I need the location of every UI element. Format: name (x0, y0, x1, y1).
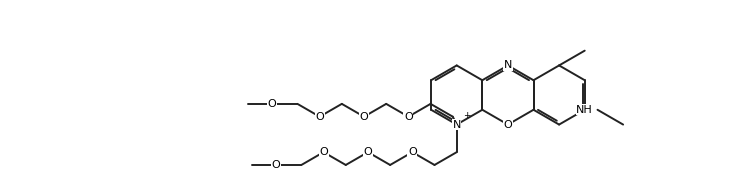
Text: O: O (408, 147, 416, 157)
Text: O: O (319, 147, 328, 157)
Text: O: O (360, 112, 369, 122)
Text: O: O (364, 147, 372, 157)
Text: O: O (315, 112, 324, 122)
Text: N: N (452, 120, 461, 130)
Text: O: O (404, 112, 413, 122)
Text: O: O (271, 160, 280, 170)
Text: O: O (504, 120, 512, 130)
Text: +: + (463, 111, 471, 120)
Text: N: N (504, 60, 512, 70)
Text: NH: NH (576, 105, 593, 115)
Text: O: O (268, 99, 276, 109)
